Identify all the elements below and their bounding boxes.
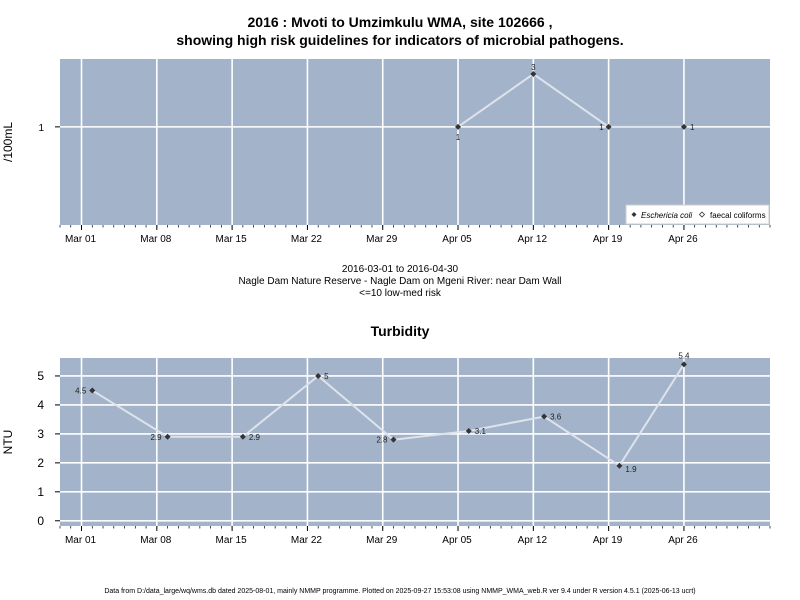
data-point (680, 123, 687, 130)
x-tick-label: Apr 19 (593, 234, 623, 245)
data-point (455, 123, 462, 130)
y-axis-title: /100mL (1, 122, 15, 162)
legend-faecal-label: faecal coliforms (710, 211, 766, 220)
data-point (616, 462, 623, 469)
data-point (541, 413, 548, 420)
data-label: 1.9 (625, 465, 637, 474)
data-point (605, 123, 612, 130)
chart-title-line-2: showing high risk guidelines for indicat… (176, 32, 624, 48)
data-label: 2.9 (249, 433, 261, 442)
data-point (164, 433, 171, 440)
legend-faecal-marker (698, 211, 706, 218)
x-tick-label: Mar 22 (291, 234, 323, 245)
chart-title-line-1: 2016 : Mvoti to Umzimkulu WMA, site 1026… (247, 14, 553, 30)
legend-box (625, 204, 770, 225)
x-tick-label: Mar 01 (65, 535, 97, 546)
x-tick-label: Mar 08 (140, 234, 172, 245)
legend-ecoli-label: Eschericia coli (641, 211, 692, 220)
x-tick-label: Apr 26 (668, 535, 698, 546)
footer-note: Data from D:/data_large/wq/wms.db dated … (104, 588, 696, 595)
data-point (239, 433, 246, 440)
plot-panel (60, 59, 770, 225)
data-label: 5 (324, 372, 329, 381)
turbidity-chart: Mar 01 Mar 08 Mar 15 Mar 22 Mar 29 Apr 05 Apr … (1, 323, 771, 546)
x-tick-label: Apr 26 (668, 234, 698, 245)
x-tick-label: Mar 01 (65, 234, 97, 245)
microbial-chart: Mar 01 Mar 08 Mar 15 Mar 22 Mar 29 Apr 05 Apr … (1, 59, 771, 245)
x-tick-label: Apr 12 (518, 535, 548, 546)
x-tick-label: Mar 29 (366, 234, 398, 245)
data-point (530, 71, 537, 78)
risk-caption: <=10 low-med risk (359, 288, 441, 299)
x-tick-label: Apr 19 (593, 535, 623, 546)
data-label: 5.4 (678, 351, 690, 360)
data-label: 3 (531, 63, 536, 72)
date-range-caption: 2016-03-01 to 2016-04-30 (341, 264, 459, 275)
data-point (315, 372, 322, 379)
data-label: 1 (599, 123, 604, 132)
data-label: 1 (690, 123, 695, 132)
x-tick-label: Apr 12 (518, 234, 548, 245)
data-point (89, 387, 96, 394)
y-tick-label: 4 (37, 398, 44, 412)
turbidity-title: Turbidity (371, 323, 430, 339)
data-point (465, 427, 472, 434)
data-label: 3.6 (550, 413, 562, 422)
x-tick-label: Mar 22 (291, 535, 323, 546)
y-axis-title: NTU (1, 430, 15, 455)
x-tick-label: Apr 05 (442, 535, 472, 546)
x-tick-label: Mar 15 (216, 535, 248, 546)
x-tick-label: Apr 05 (442, 234, 472, 245)
data-label: 3.1 (475, 427, 487, 436)
x-tick-label: Mar 15 (216, 234, 248, 245)
y-tick-label: 1 (37, 485, 44, 499)
y-tick-label: 5 (37, 369, 44, 383)
y-tick-label: 1 (38, 123, 44, 134)
y-tick-label: 3 (37, 427, 44, 441)
data-point (390, 436, 397, 443)
series-line (457, 72, 684, 128)
legend-ecoli-marker (631, 212, 637, 217)
data-label: 4.5 (75, 386, 87, 395)
data-label: 1 (456, 133, 461, 142)
y-tick-label: 2 (37, 456, 44, 470)
x-tick-label: Mar 29 (366, 535, 398, 546)
y-tick-label: 0 (37, 514, 44, 528)
data-point (680, 361, 687, 368)
x-tick-label: Mar 08 (140, 535, 172, 546)
data-label: 2.9 (150, 433, 162, 442)
data-label: 2.8 (376, 436, 388, 445)
plot-panel (60, 358, 770, 526)
site-caption: Nagle Dam Nature Reserve - Nagle Dam on … (238, 276, 562, 287)
